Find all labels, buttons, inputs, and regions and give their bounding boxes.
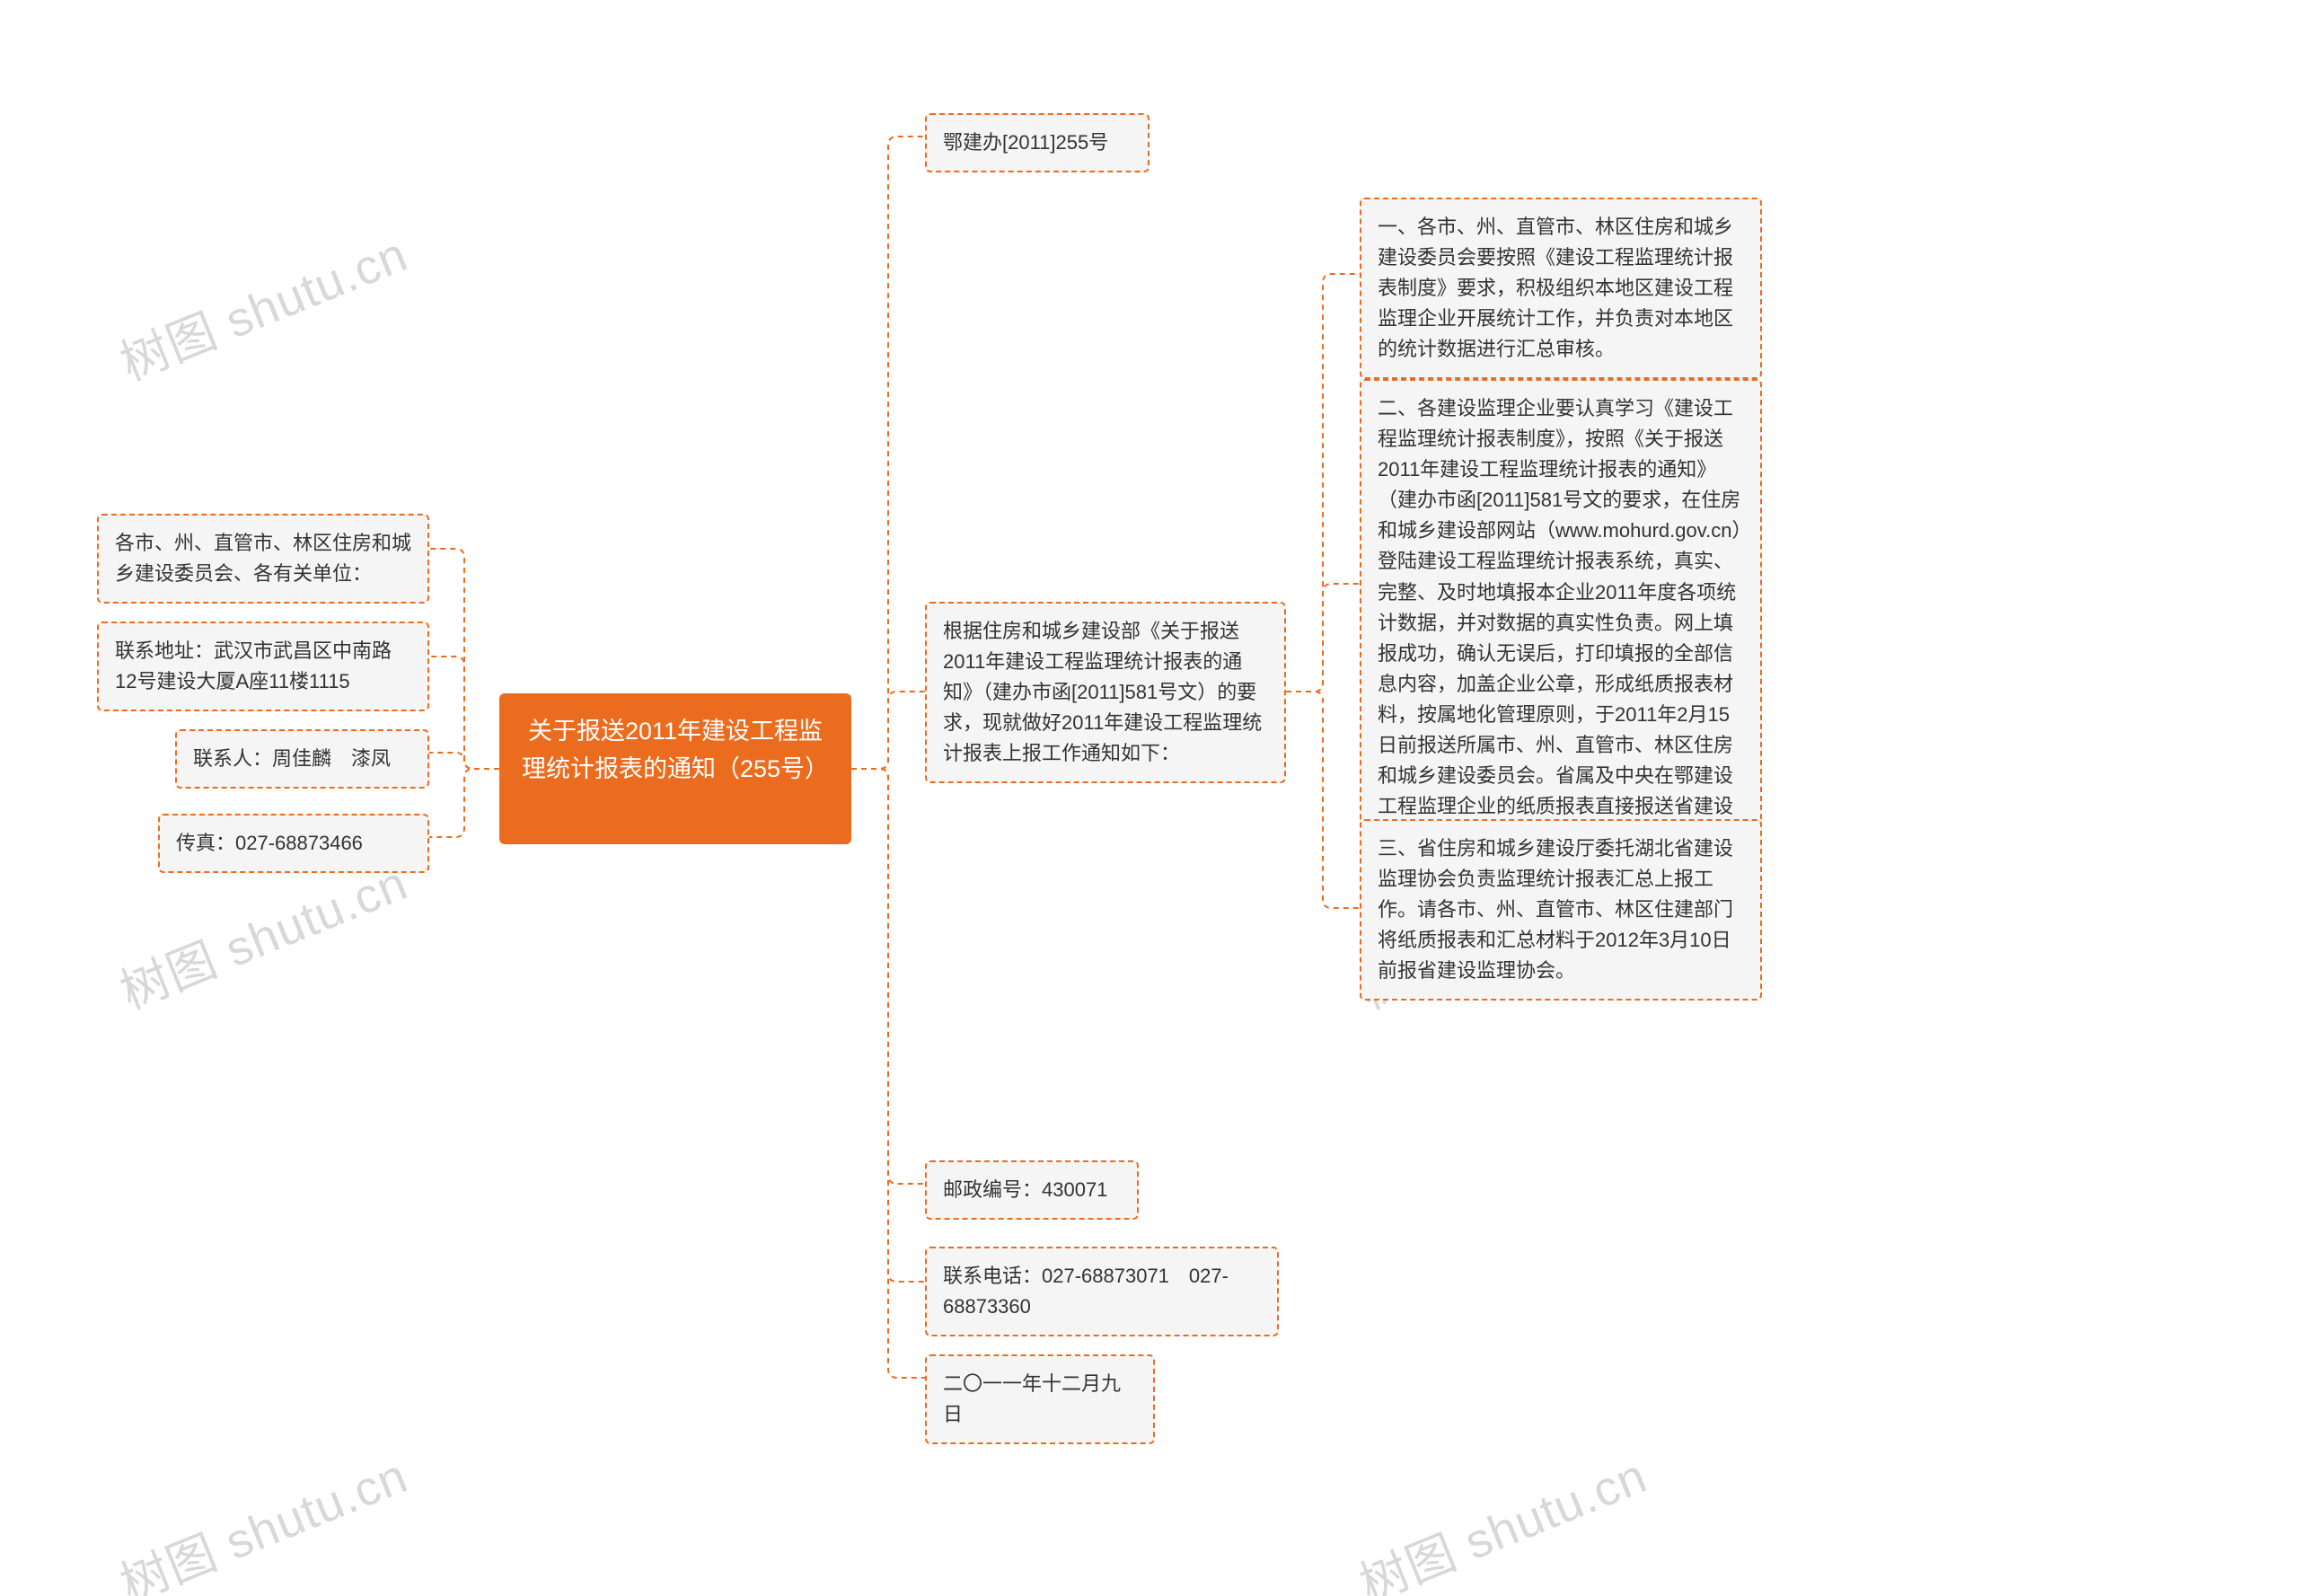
left-node-1: 联系地址：武汉市武昌区中南路12号建设大厦A座11楼1115	[97, 622, 429, 711]
right-lvl2-node-0: 一、各市、州、直管市、林区住房和城乡建设委员会要按照《建设工程监理统计报表制度》…	[1360, 198, 1762, 379]
left-text-0: 各市、州、直管市、林区住房和城乡建设委员会、各有关单位：	[115, 532, 411, 585]
left-node-2: 联系人：周佳麟 漆凤	[175, 729, 429, 789]
right-lvl1-node-3: 联系电话：027-68873071 027-68873360	[925, 1247, 1279, 1336]
right-lvl2-text-1: 二、各建设监理企业要认真学习《建设工程监理统计报表制度》，按照《关于报送2011…	[1378, 397, 1741, 848]
left-node-3: 传真：027-68873466	[158, 814, 429, 873]
left-node-0: 各市、州、直管市、林区住房和城乡建设委员会、各有关单位：	[97, 514, 429, 604]
right-lvl2-node-2: 三、省住房和城乡建设厅委托湖北省建设监理协会负责监理统计报表汇总上报工作。请各市…	[1360, 819, 1762, 1001]
right-lvl2-text-2: 三、省住房和城乡建设厅委托湖北省建设监理协会负责监理统计报表汇总上报工作。请各市…	[1378, 837, 1733, 982]
watermark-0: 树图 shutu.cn	[108, 215, 416, 394]
right-lvl1-text-4: 二〇一一年十二月九日	[943, 1372, 1121, 1425]
right-lvl1-text-1: 根据住房和城乡建设部《关于报送2011年建设工程监理统计报表的通知》（建办市函[…	[943, 620, 1262, 764]
watermark-4: 树图 shutu.cn	[108, 1436, 416, 1596]
right-lvl1-node-0: 鄂建办[2011]255号	[925, 113, 1150, 172]
right-lvl2-node-1: 二、各建设监理企业要认真学习《建设工程监理统计报表制度》，按照《关于报送2011…	[1360, 379, 1762, 867]
root-node: 关于报送2011年建设工程监理统计报表的通知（255号）	[499, 693, 851, 844]
right-lvl1-text-3: 联系电话：027-68873071 027-68873360	[943, 1265, 1229, 1318]
left-text-1: 联系地址：武汉市武昌区中南路12号建设大厦A座11楼1115	[115, 639, 392, 692]
right-lvl2-text-0: 一、各市、州、直管市、林区住房和城乡建设委员会要按照《建设工程监理统计报表制度》…	[1378, 216, 1733, 360]
right-lvl1-node-1: 根据住房和城乡建设部《关于报送2011年建设工程监理统计报表的通知》（建办市函[…	[925, 602, 1286, 783]
right-lvl1-text-0: 鄂建办[2011]255号	[943, 131, 1108, 154]
watermark-5: 树图 shutu.cn	[1347, 1436, 1655, 1596]
left-text-3: 传真：027-68873466	[176, 832, 363, 854]
right-lvl1-node-2: 邮政编号：430071	[925, 1160, 1139, 1220]
left-text-2: 联系人：周佳麟 漆凤	[193, 747, 391, 770]
root-title: 关于报送2011年建设工程监理统计报表的通知（255号）	[522, 718, 829, 782]
right-lvl1-node-4: 二〇一一年十二月九日	[925, 1354, 1155, 1444]
right-lvl1-text-2: 邮政编号：430071	[943, 1178, 1107, 1201]
